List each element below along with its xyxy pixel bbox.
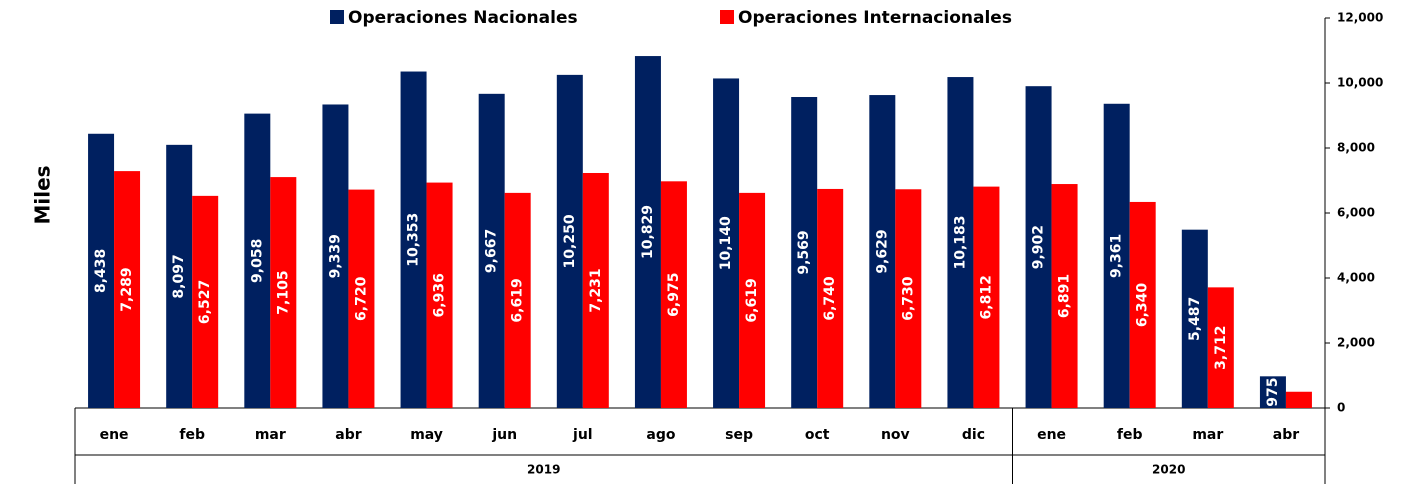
bar [114,171,141,408]
value-label: 6,720 [353,276,369,321]
group-label: 2020 [1152,463,1185,477]
x-tick-label: oct [805,427,830,443]
value-label: 9,569 [796,230,812,274]
bar [895,189,922,408]
value-label: 6,936 [432,273,448,317]
value-label: 9,339 [327,234,343,278]
legend-swatch [330,10,344,24]
bar [973,186,1000,408]
bar [1285,391,1312,408]
bar [660,181,687,408]
value-label: 7,105 [275,270,291,314]
x-tick-label: ago [646,427,675,443]
bar [869,95,896,409]
y-tick-label: 6,000 [1337,206,1375,220]
bar [791,97,818,408]
value-label: 6,619 [510,278,526,322]
value-label: 6,340 [1135,283,1151,328]
value-label: 9,629 [874,229,890,273]
bar [426,182,453,408]
bar [244,113,271,409]
value-label: 7,231 [588,268,604,312]
value-label: 6,740 [822,276,838,321]
bar [556,74,583,408]
x-tick-label: jun [491,427,517,443]
y-tick-label: 0 [1337,401,1345,415]
legend-swatch [720,10,734,24]
value-label: 10,183 [952,216,968,270]
bar [713,78,740,408]
value-label: 10,250 [562,214,578,268]
bar [322,104,349,409]
bar [400,71,427,408]
legend-label: Operaciones Nacionales [348,8,578,28]
y-tick-label: 10,000 [1337,76,1383,90]
group-label: 2019 [527,463,560,477]
value-label: 9,667 [484,229,500,273]
x-tick-label: nov [881,427,910,443]
value-label: 10,140 [718,216,734,270]
value-label: 6,730 [900,276,916,321]
bar [817,188,844,408]
bar [1129,201,1156,408]
bar [478,93,505,408]
legend-label: Operaciones Internacionales [738,8,1012,28]
value-label: 8,438 [93,249,109,293]
bar [1051,184,1078,408]
x-tick-label: mar [1192,427,1223,443]
x-tick-label: dic [962,427,985,443]
bar [192,195,219,408]
y-tick-label: 2,000 [1337,336,1375,350]
x-tick-label: feb [1117,427,1143,443]
bar [1181,229,1208,408]
bar [947,77,974,409]
value-label: 3,712 [1213,326,1229,370]
bar [166,144,193,408]
value-label: 6,975 [666,273,682,317]
bar [88,133,115,408]
value-label: 6,527 [197,280,213,324]
value-label: 6,812 [978,275,994,319]
bar [270,177,297,408]
value-label: 9,902 [1031,225,1047,269]
bar [1259,376,1286,408]
value-label: 7,289 [119,267,135,311]
x-tick-label: may [410,427,443,443]
bar [348,189,375,408]
x-tick-label: feb [179,427,205,443]
value-label: 9,361 [1109,234,1125,278]
x-tick-label: jul [572,427,593,443]
value-label: 8,097 [171,254,187,298]
y-tick-label: 4,000 [1337,271,1375,285]
x-tick-label: ene [1037,427,1066,443]
bar [1103,103,1130,408]
x-tick-label: sep [725,427,753,443]
bar [504,192,531,408]
x-tick-label: abr [335,427,361,443]
value-label: 9,058 [249,239,265,283]
bar [739,192,766,408]
x-tick-label: abr [1273,427,1299,443]
value-label: 975 [1265,378,1281,407]
bar [1207,287,1234,408]
y-axis-label: Miles [31,165,55,224]
bar [1025,86,1052,408]
value-label: 10,353 [406,213,422,267]
value-label: 6,619 [744,278,760,322]
x-tick-label: mar [255,427,286,443]
value-label: 5,487 [1187,297,1203,341]
y-tick-label: 8,000 [1337,141,1375,155]
x-tick-label: ene [100,427,129,443]
y-tick-label: 12,000 [1337,11,1383,25]
bar [634,56,661,409]
bar [582,172,609,408]
value-label: 10,829 [640,205,656,259]
value-label: 6,891 [1057,274,1073,318]
